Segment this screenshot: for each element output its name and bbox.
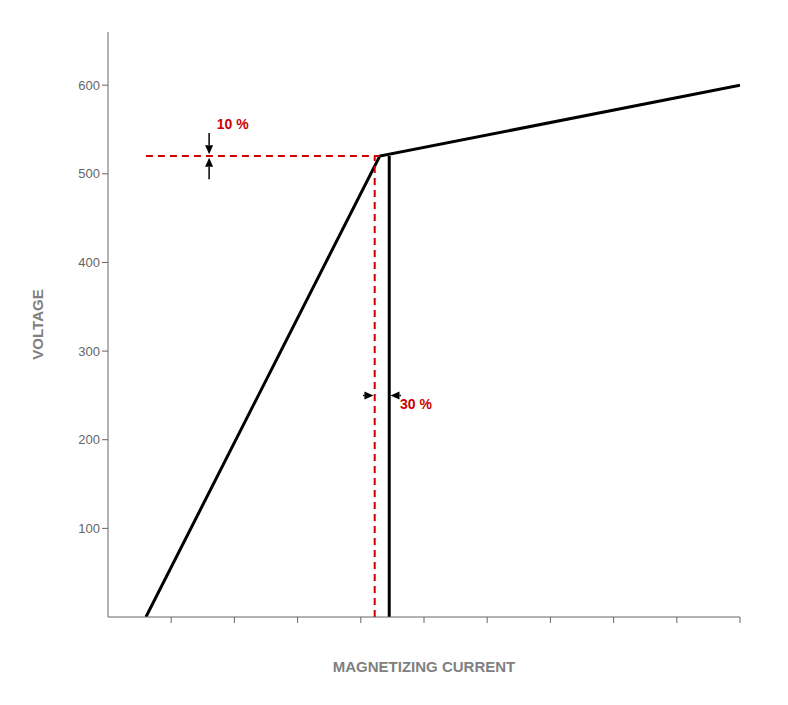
svg-text:30 %: 30 % (400, 396, 432, 412)
svg-text:400: 400 (78, 255, 100, 270)
svg-text:600: 600 (78, 78, 100, 93)
svg-text:10 %: 10 % (217, 116, 249, 132)
svg-text:200: 200 (78, 432, 100, 447)
svg-text:MAGNETIZING CURRENT: MAGNETIZING CURRENT (333, 658, 516, 675)
svg-text:VOLTAGE: VOLTAGE (29, 289, 46, 359)
svg-text:100: 100 (78, 521, 100, 536)
svg-text:500: 500 (78, 166, 100, 181)
svg-text:300: 300 (78, 344, 100, 359)
